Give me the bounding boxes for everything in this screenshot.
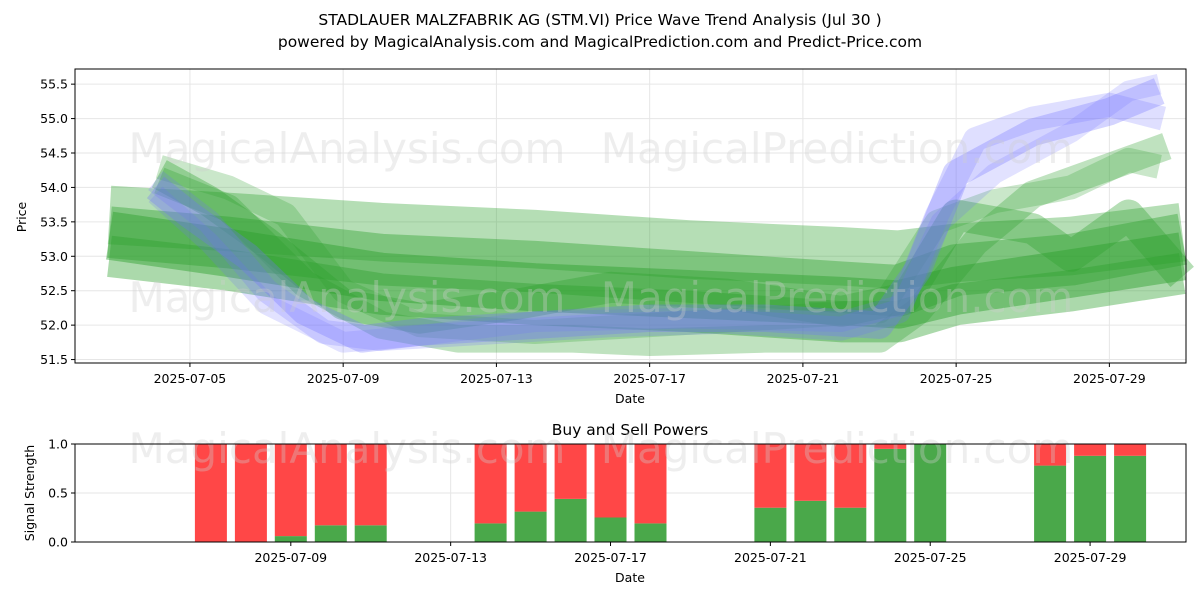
price-x-tick-label: 2025-07-17 (613, 371, 686, 386)
green-wave-band-4 (151, 160, 1194, 334)
signal-y-tick-label: 1.0 (48, 437, 68, 452)
signal-x-tick-label: 2025-07-09 (254, 550, 327, 565)
sell-power-bar (474, 444, 507, 524)
sell-power-bar (314, 444, 347, 526)
price-y-tick-label: 54.0 (40, 180, 68, 195)
buy-power-bar (874, 448, 907, 542)
chart-title: STADLAUER MALZFABRIK AG (STM.VI) Price W… (318, 11, 881, 29)
buy-power-bar (514, 511, 547, 542)
sell-power-bar (594, 444, 627, 518)
signal-x-tick-label: 2025-07-17 (574, 550, 647, 565)
price-x-tick-label: 2025-07-05 (154, 371, 227, 386)
watermark-top-left: MagicalAnalysis.com (129, 124, 566, 173)
buy-power-bar (634, 523, 667, 542)
sell-power-bar (874, 444, 907, 449)
signal-x-tick-label: 2025-07-13 (414, 550, 487, 565)
price-y-tick-label: 51.5 (40, 352, 68, 367)
green-wave-band-6 (155, 147, 1162, 345)
price-y-tick-label: 55.0 (40, 111, 68, 126)
price-x-tick-label: 2025-07-29 (1073, 371, 1146, 386)
green-wave-band-1 (107, 206, 1187, 317)
price-y-tick-label: 54.5 (40, 146, 68, 161)
buy-power-bar (594, 517, 627, 542)
sell-power-bar (1074, 444, 1107, 456)
buy-power-bar (554, 498, 587, 542)
blue-wave-band-8 (148, 92, 1167, 351)
buy-power-bar (1034, 465, 1067, 542)
buy-power-bar (314, 525, 347, 542)
price-y-tick-label: 52.5 (40, 283, 68, 298)
signal-y-tick-label: 0.5 (48, 486, 68, 501)
price-plot-frame (74, 68, 1187, 364)
chart-subtitle: powered by MagicalAnalysis.com and Magic… (278, 33, 922, 51)
sell-power-bar (194, 444, 227, 542)
sell-power-bar (234, 444, 267, 542)
watermark-top-right: MagicalPrediction.com (601, 124, 1074, 173)
signal-panel-title: Buy and Sell Powers (552, 421, 709, 439)
buy-power-bar (914, 444, 947, 542)
signal-x-axis-label: Date (615, 570, 645, 585)
price-x-axis-label: Date (615, 391, 645, 406)
buy-power-bar (794, 500, 827, 542)
price-y-tick-label: 53.5 (40, 214, 68, 229)
buy-power-bar (354, 525, 387, 542)
sell-power-bar (834, 444, 867, 508)
sell-power-bar (794, 444, 827, 501)
price-y-axis-label: Price (14, 201, 29, 232)
buy-power-bar (474, 523, 507, 542)
buy-power-bar (274, 536, 307, 542)
watermark-bottom-right: MagicalPrediction.com (601, 424, 1074, 473)
price-y-tick-label: 55.5 (40, 77, 68, 92)
signal-x-tick-label: 2025-07-25 (894, 550, 967, 565)
green-wave-band-3 (107, 235, 1186, 343)
watermark-mid-left: MagicalAnalysis.com (129, 273, 566, 322)
signal-y-axis-label: Signal Strength (22, 445, 37, 541)
sell-power-bar (1034, 444, 1067, 466)
price-y-tick-label: 53.0 (40, 249, 68, 264)
sell-power-bar (634, 444, 667, 524)
buy-power-bar (1114, 455, 1147, 542)
sell-power-bar (1114, 444, 1147, 456)
price-x-tick-label: 2025-07-25 (920, 371, 993, 386)
blue-wave-band-7 (146, 78, 1165, 353)
price-x-tick-label: 2025-07-13 (460, 371, 533, 386)
blue-wave-band-9 (148, 74, 1162, 353)
price-x-tick-label: 2025-07-09 (307, 371, 380, 386)
sell-power-bar (354, 444, 387, 526)
watermark-mid-right: MagicalPrediction.com (601, 273, 1074, 322)
sell-power-bar (554, 444, 587, 499)
price-x-tick-label: 2025-07-21 (767, 371, 840, 386)
green-wave-band-0 (107, 185, 1186, 289)
signal-panel: Buy and Sell Powers 0.0 0.5 1.0 2025-07-09 2… (22, 421, 1187, 585)
buy-power-bar (834, 507, 867, 542)
green-wave-band-5 (154, 133, 1172, 357)
sell-power-bar (514, 444, 547, 512)
buy-power-bar (1074, 455, 1107, 542)
signal-plot-frame (74, 443, 1187, 543)
price-y-tick-label: 52.0 (40, 318, 68, 333)
watermark-bottom-left: MagicalAnalysis.com (129, 424, 566, 473)
price-wave-panel: 51.5 52.0 52.5 53.0 53.5 54.0 54.5 55.0 55.5 2025… (14, 68, 1194, 406)
sell-power-bar (754, 444, 787, 508)
signal-x-tick-label: 2025-07-29 (1054, 550, 1127, 565)
signal-y-tick-label: 0.0 (48, 535, 68, 550)
sell-power-bar (274, 444, 307, 537)
green-wave-band-2 (106, 211, 1186, 329)
signal-x-tick-label: 2025-07-21 (734, 550, 807, 565)
buy-power-bar (754, 507, 787, 542)
